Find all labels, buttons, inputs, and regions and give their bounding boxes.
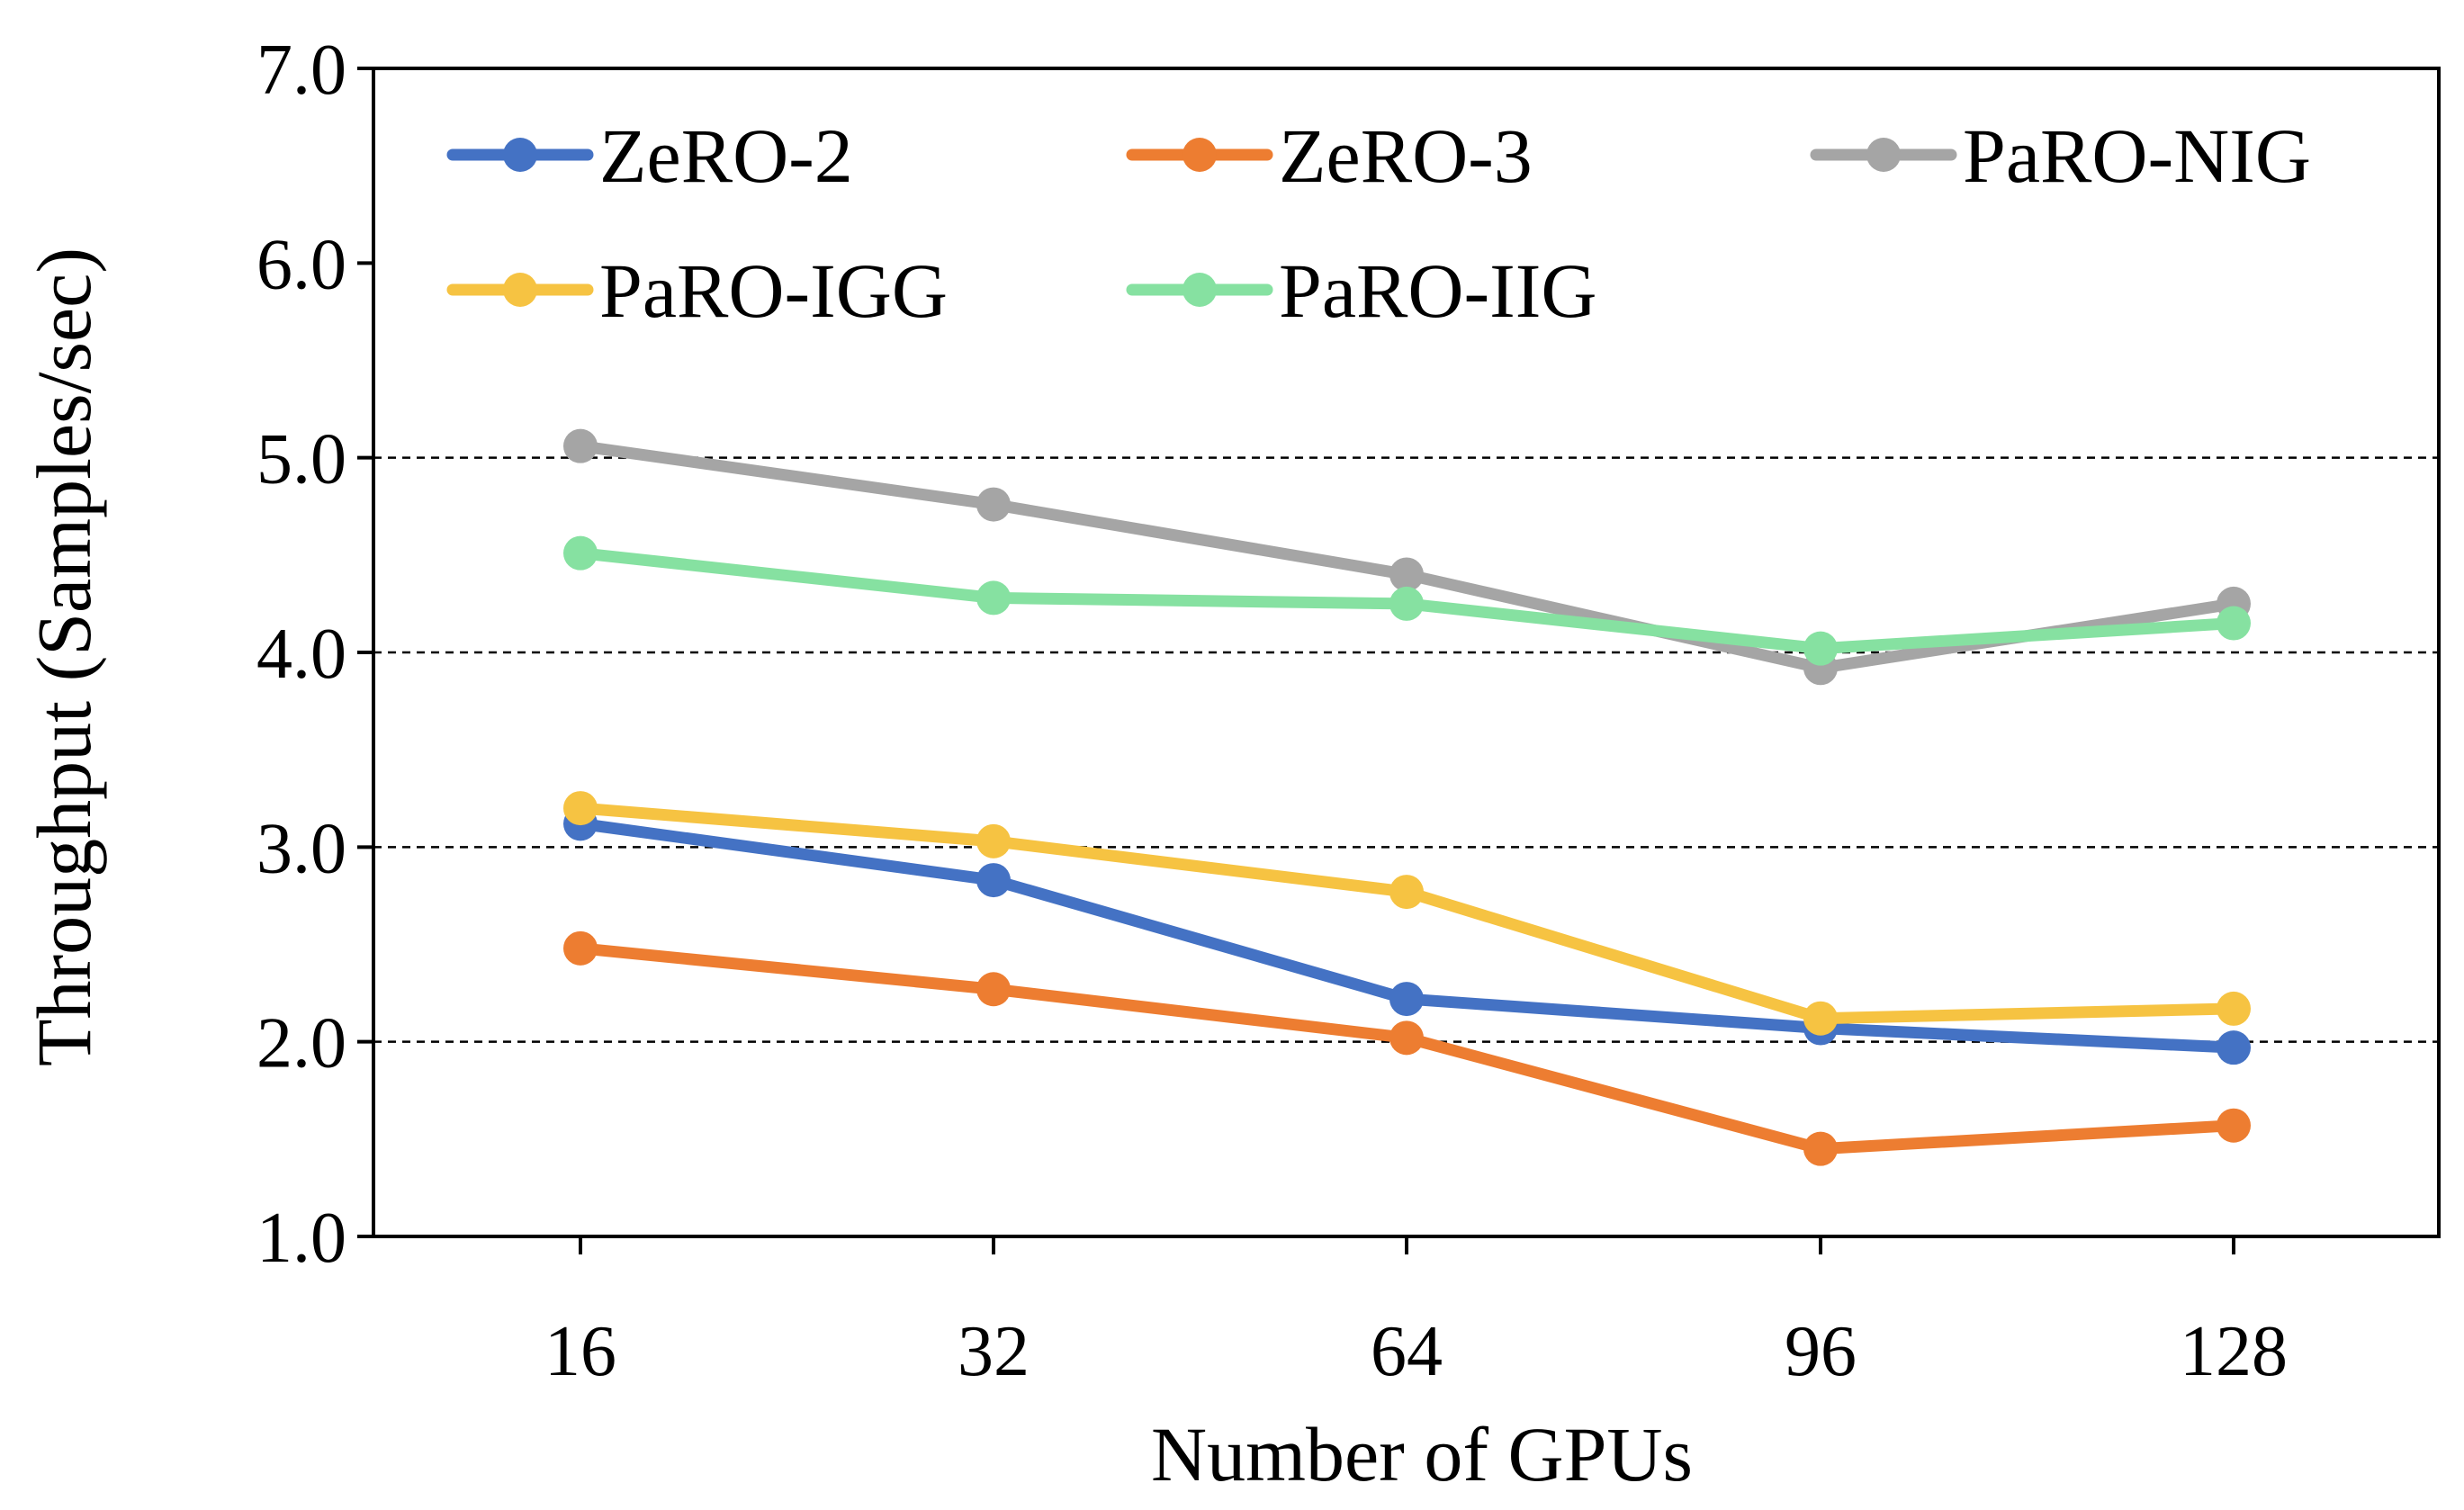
series-zero-2 xyxy=(563,806,2251,1065)
data-point xyxy=(563,791,598,826)
y-tick-label: 7.0 xyxy=(256,31,346,110)
data-point xyxy=(976,972,1011,1007)
data-point xyxy=(2217,991,2251,1026)
legend-label: PaRO-IIG xyxy=(1279,247,1597,334)
data-point xyxy=(1389,586,1424,621)
series-paro-iig xyxy=(563,535,2251,666)
data-point xyxy=(976,823,1011,858)
x-tick-label: 16 xyxy=(544,1312,616,1391)
y-tick-label: 5.0 xyxy=(256,420,346,499)
axes: 1.0 2.0 3.0 4.0 5.0 6.0 7.0 16 32 64 96 128 xyxy=(256,31,2441,1391)
legend-item-zero-3: ZeRO-3 xyxy=(1126,112,1533,199)
legend-item-zero-2: ZeRO-2 xyxy=(446,112,853,199)
data-point xyxy=(563,535,598,571)
data-point xyxy=(2217,1108,2251,1143)
data-point xyxy=(976,580,1011,616)
legend-marker xyxy=(1183,273,1217,307)
data-point xyxy=(1389,1020,1424,1056)
data-point xyxy=(1803,1131,1838,1166)
legend-item-paro-nig: PaRO-NIG xyxy=(1810,112,2311,199)
legend-item-paro-igg: PaRO-IGG xyxy=(446,247,948,334)
series-lines xyxy=(563,428,2251,1166)
legend-label: ZeRO-3 xyxy=(1279,112,1533,199)
y-tick-label: 2.0 xyxy=(256,1004,346,1083)
legend-marker xyxy=(503,138,537,172)
legend-marker xyxy=(1183,138,1217,172)
legend-marker xyxy=(1866,138,1901,172)
legend-label: PaRO-IGG xyxy=(599,247,948,334)
series-paro-igg xyxy=(563,791,2251,1036)
legend-marker xyxy=(503,273,537,307)
data-point xyxy=(2217,1030,2251,1065)
y-tick-label: 1.0 xyxy=(256,1199,346,1278)
legend: ZeRO-2 ZeRO-3 PaRO-NIG PaRO-IGG PaRO-IIG xyxy=(446,112,2311,334)
series-zero-3 xyxy=(563,930,2251,1166)
y-tick-label: 3.0 xyxy=(256,809,346,888)
data-point xyxy=(976,863,1011,898)
x-tick-label: 64 xyxy=(1371,1312,1443,1391)
data-point xyxy=(1803,1001,1838,1036)
y-tick-label: 6.0 xyxy=(256,225,346,304)
data-point xyxy=(563,428,598,463)
data-point xyxy=(976,487,1011,522)
legend-label: ZeRO-2 xyxy=(599,112,853,199)
y-tick-label: 4.0 xyxy=(256,615,346,694)
data-point xyxy=(2217,606,2251,641)
data-point xyxy=(1389,875,1424,910)
x-tick-label: 32 xyxy=(958,1312,1030,1391)
data-point xyxy=(1803,631,1838,666)
legend-item-paro-iig: PaRO-IIG xyxy=(1126,247,1597,334)
legend-label: PaRO-NIG xyxy=(1963,112,2311,199)
y-axis-title: Throughput (Samples/sec) xyxy=(21,247,107,1066)
data-point xyxy=(1389,557,1424,592)
x-tick-label: 96 xyxy=(1785,1312,1857,1391)
data-point xyxy=(1389,982,1424,1017)
x-tick-label: 128 xyxy=(2180,1312,2288,1391)
x-axis-title: Number of GPUs xyxy=(1151,1411,1693,1497)
data-point xyxy=(563,930,598,966)
